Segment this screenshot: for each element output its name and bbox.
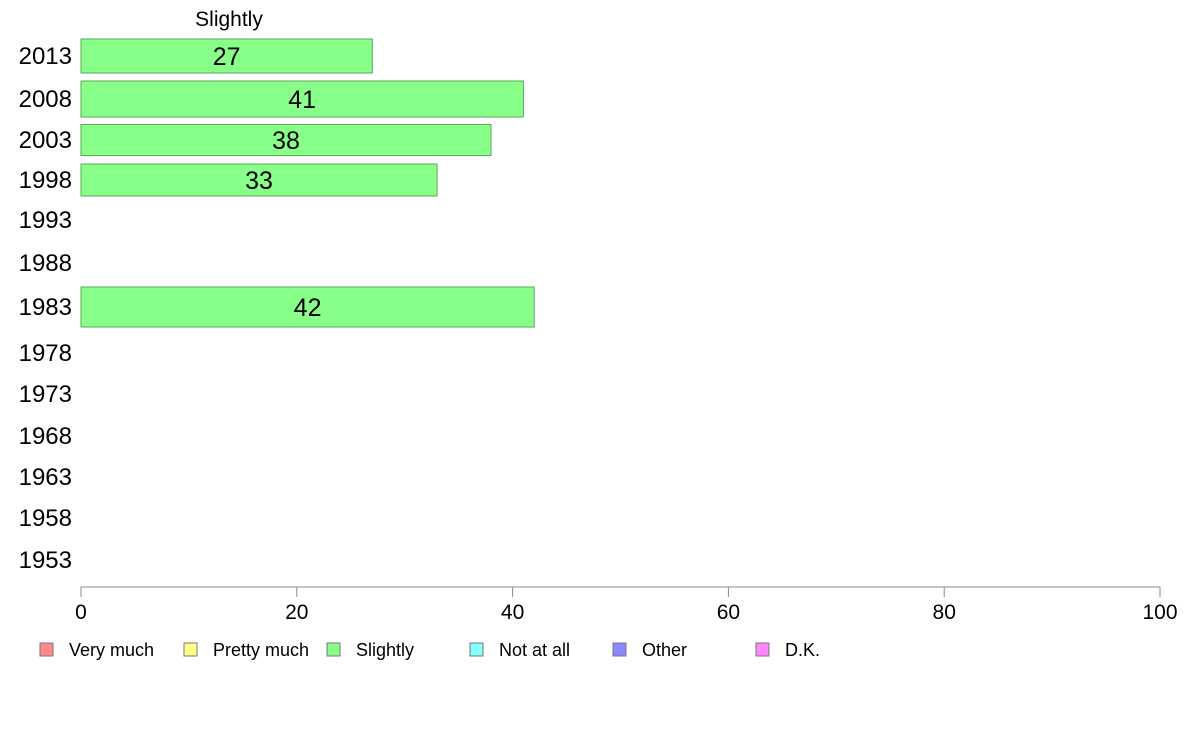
legend: Very much Pretty much Slightly Not at all Ot…: [39, 640, 820, 660]
year-label-1968: 1968: [19, 423, 72, 450]
year-label-2003: 2003: [19, 127, 72, 154]
legend-swatch: [183, 642, 198, 657]
year-label-1978: 1978: [19, 340, 72, 367]
year-label-1988: 1988: [19, 250, 72, 277]
x-tick-label: 60: [717, 601, 740, 624]
bar-2008: [80, 80, 524, 118]
bar-2003: [80, 124, 492, 156]
bars: 27 41 38 33 42: [80, 38, 535, 328]
year-label-1958: 1958: [19, 505, 72, 532]
x-tick-label: 80: [933, 601, 956, 624]
legend-label: Very much: [69, 640, 154, 660]
bar-label-2003: 38: [272, 127, 300, 155]
x-tick-label: 40: [501, 601, 524, 624]
chart-header: Slightly: [195, 8, 263, 31]
bar-2013: [80, 38, 373, 74]
x-tick-label: 0: [75, 601, 87, 624]
x-axis: 0 20 40 60 80 100: [75, 586, 1178, 624]
year-label-1953: 1953: [19, 547, 72, 574]
year-label-1963: 1963: [19, 464, 72, 491]
year-label-2013: 2013: [19, 43, 72, 70]
legend-label: Pretty much: [213, 640, 309, 660]
legend-swatch: [326, 642, 341, 657]
legend-label: Not at all: [499, 640, 570, 660]
bar-label-2013: 27: [213, 43, 241, 71]
legend-swatch: [755, 642, 770, 657]
year-label-2008: 2008: [19, 86, 72, 113]
bar-label-1998: 33: [245, 167, 273, 195]
bar-1983: [80, 286, 535, 328]
legend-swatch: [469, 642, 484, 657]
year-label-1993: 1993: [19, 207, 72, 234]
legend-swatch: [612, 642, 627, 657]
legend-swatch: [39, 642, 54, 657]
legend-label: D.K.: [785, 640, 820, 660]
year-label-1998: 1998: [19, 167, 72, 194]
bar-label-2008: 41: [288, 86, 316, 114]
bar-1998: [80, 163, 438, 197]
x-tick-label: 100: [1142, 601, 1177, 624]
year-labels: 2013 2008 2003 1998 1993 1988 1983 1978 1973 1968…: [19, 43, 72, 574]
year-label-1983: 1983: [19, 294, 72, 321]
legend-label: Other: [642, 640, 687, 660]
legend-label: Slightly: [356, 640, 414, 660]
bar-label-1983: 42: [294, 294, 322, 322]
x-tick-label: 20: [285, 601, 308, 624]
year-label-1973: 1973: [19, 381, 72, 408]
